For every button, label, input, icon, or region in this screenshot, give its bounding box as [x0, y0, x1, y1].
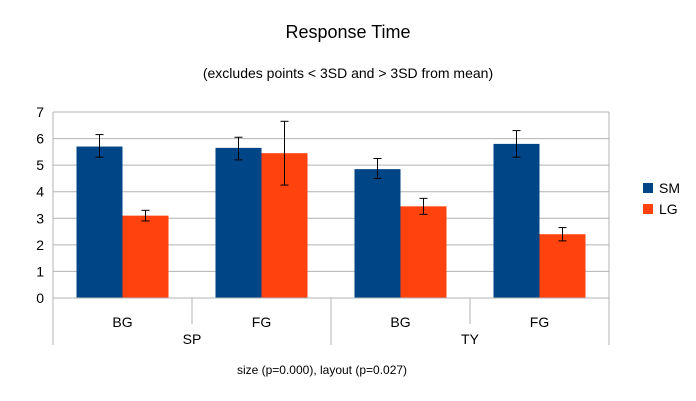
legend-swatch-SM — [643, 183, 653, 193]
axes — [52, 112, 610, 345]
legend-label-LG: LG — [659, 201, 678, 217]
bar-SM-1 — [215, 147, 262, 298]
y-tick-label: 0 — [36, 290, 44, 306]
chart-footnote: size (p=0.000), layout (p=0.027) — [237, 363, 407, 377]
x-tick-label: BG — [390, 314, 410, 330]
chart-subtitle: (excludes points < 3SD and > 3SD from me… — [203, 65, 493, 81]
bar-LG-3 — [539, 234, 586, 298]
x-group-label: SP — [183, 331, 202, 347]
chart-title: Response Time — [285, 22, 410, 42]
bar-SM-3 — [493, 143, 540, 298]
legend: SM LG — [643, 180, 680, 217]
bars — [76, 143, 586, 298]
x-group-label: TY — [461, 331, 480, 347]
bar-LG-0 — [122, 215, 169, 298]
legend-swatch-LG — [643, 204, 653, 214]
y-tick-label: 2 — [36, 237, 44, 253]
error-bars — [95, 120, 567, 242]
y-tick-label: 5 — [36, 157, 44, 173]
x-tick-label: BG — [112, 314, 132, 330]
y-tick-label: 7 — [36, 104, 44, 120]
x-tick-label: FG — [252, 314, 271, 330]
bar-SM-2 — [354, 169, 401, 298]
x-tick-label: FG — [530, 314, 549, 330]
y-axis-ticks: 0 1 2 3 4 5 6 7 — [36, 104, 44, 306]
y-tick-label: 1 — [36, 263, 44, 279]
y-tick-label: 4 — [36, 184, 44, 200]
x-axis-labels: BG FG BG FG SP TY — [112, 314, 549, 347]
y-tick-label: 3 — [36, 210, 44, 226]
bar-LG-2 — [400, 206, 447, 298]
legend-label-SM: SM — [659, 180, 680, 196]
bar-SM-0 — [76, 146, 123, 298]
y-tick-label: 6 — [36, 131, 44, 147]
